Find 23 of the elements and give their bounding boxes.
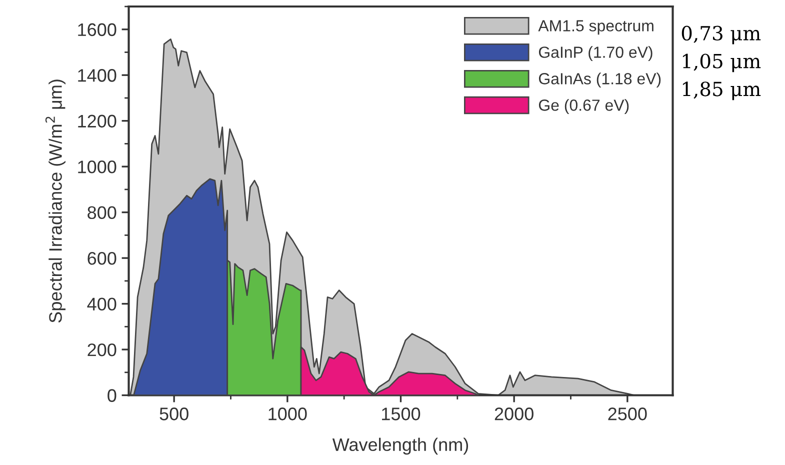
y-tick-label: 200 [88,343,116,356]
x-tick-label: 2500 [608,408,647,420]
text: 0,73 μm [682,26,761,44]
text: 1,05 μm [682,54,761,72]
x-tick-label: 1000 [268,408,307,420]
y-tick-label: 1400 [78,69,116,82]
text: 1,85 μm [682,82,761,100]
legend-label: AM1.5 spectrum [538,20,654,35]
y-tick-label: 1200 [78,114,116,128]
legend-label: GaInAs (1.18 eV) [538,72,661,88]
y-tick-label: 1600 [78,23,116,36]
x-tick-label: 2000 [494,408,534,420]
y-tick-label: 400 [87,298,116,310]
legend-label: Ge (0.67 eV) [538,99,629,114]
legend-label: GaInP (1.70 eV) [538,46,652,62]
x-tick-label: 500 [160,408,188,420]
x-axis-title: Wavelength (nm) [332,438,468,455]
y-tick-label: 0 [108,389,116,402]
y-tick-label: 600 [88,252,116,265]
y-tick-label: 1000 [78,160,116,174]
y-tick-label: 800 [88,206,116,220]
y-axis-title: Spectral Irradiance (W/m$^{2}$ μm) [45,80,66,323]
x-tick-label: 1500 [382,408,420,420]
